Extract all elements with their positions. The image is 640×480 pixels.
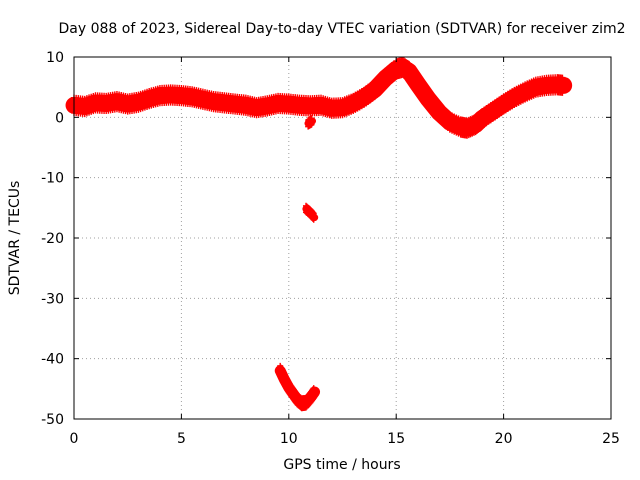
grid	[74, 57, 611, 419]
x-tick-label: 25	[602, 431, 620, 447]
data-point	[560, 82, 567, 89]
y-axis-label: SDTVAR / TECUs	[7, 181, 23, 296]
series-isolated	[304, 115, 316, 130]
data-point	[423, 93, 430, 100]
y-tick-label: -50	[41, 412, 64, 428]
data-point	[423, 85, 430, 92]
data-point	[404, 60, 411, 67]
series-short-segment	[302, 202, 319, 223]
data-point	[418, 87, 425, 94]
x-tick-label: 10	[280, 431, 298, 447]
x-axis-label: GPS time / hours	[283, 457, 400, 473]
data-point	[311, 388, 318, 395]
y-tick-label: -10	[41, 171, 64, 187]
data-point	[404, 67, 411, 74]
data-point	[416, 84, 423, 91]
data-point	[418, 79, 425, 86]
data-point	[477, 124, 484, 131]
chart-title: Day 088 of 2023, Sidereal Day-to-day VTE…	[59, 21, 626, 37]
x-tick-label: 15	[387, 431, 405, 447]
y-tick-label: 0	[55, 110, 64, 126]
data-point	[421, 90, 428, 97]
y-tick-label: 10	[46, 50, 64, 66]
data-point	[414, 81, 421, 88]
series-dip-segment	[274, 362, 321, 412]
data-point	[416, 76, 423, 83]
data-point	[421, 97, 428, 104]
data-point	[308, 121, 315, 128]
x-tick-label: 5	[177, 431, 186, 447]
data-point	[414, 88, 421, 95]
data-point	[418, 94, 425, 101]
tick-labels: 0 5 10 15 20 25 10 0 -10 -20 -30 -40 -50	[41, 50, 620, 447]
data-point	[309, 117, 316, 124]
data-point	[477, 109, 484, 116]
data-point	[477, 116, 484, 123]
y-tick-label: -30	[41, 291, 64, 307]
data-point	[421, 82, 428, 89]
axis-ticks	[73, 56, 612, 420]
x-tick-label: 0	[70, 431, 79, 447]
y-tick-label: -20	[41, 231, 64, 247]
data-point	[404, 75, 411, 82]
data-point	[310, 394, 317, 401]
series-main	[65, 56, 573, 139]
data-point	[559, 74, 566, 81]
x-tick-label: 20	[495, 431, 513, 447]
data-point	[309, 396, 316, 403]
y-tick-label: -40	[41, 352, 64, 368]
data-point	[414, 73, 421, 80]
data-point	[423, 100, 430, 107]
data-point	[416, 91, 423, 98]
data-series	[65, 56, 573, 412]
data-point	[559, 89, 566, 96]
data-point	[311, 214, 318, 221]
